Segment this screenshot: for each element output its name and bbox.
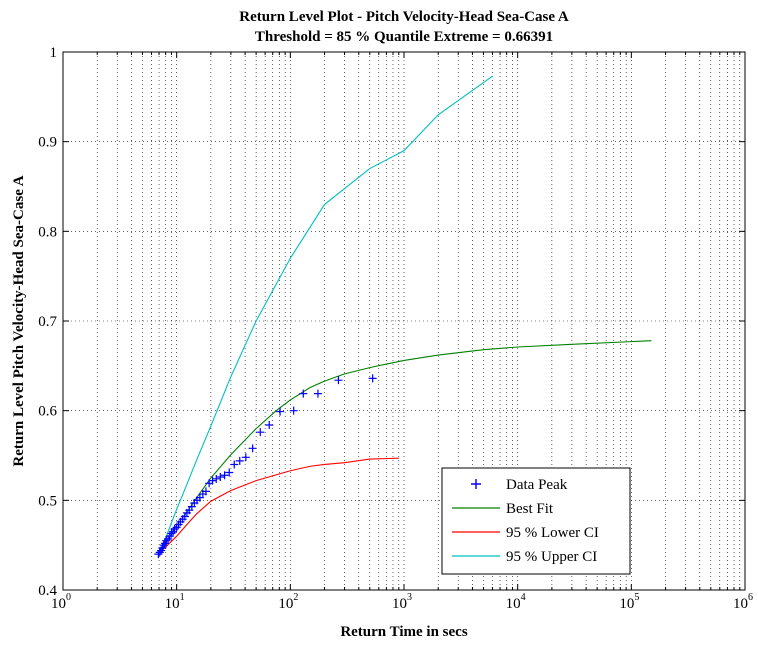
- data-peak-marker: [248, 444, 257, 453]
- 95-lower-ci-line: [157, 457, 399, 555]
- y-axis-ticks: 0.4 0.5 0.6 0.7 0.8 0.9 1: [38, 45, 745, 599]
- data-peak-marker: [162, 536, 171, 545]
- chart-title: Return Level Plot - Pitch Velocity-Head …: [239, 9, 569, 25]
- legend: Data Peak Best Fit 95 % Lower CI 95 % Upper…: [441, 467, 631, 575]
- 95-upper-ci-line: [157, 75, 493, 555]
- data-peak-marker: [201, 487, 210, 496]
- data-peak-marker: [313, 389, 322, 398]
- x-axis-ticks: 100 101 102 103 104 105 106: [51, 52, 753, 612]
- x-tick-label: 105: [619, 592, 639, 612]
- data-peak-legend-symbol: [471, 479, 481, 489]
- data-peak-marker: [170, 525, 179, 534]
- grid: [63, 52, 745, 590]
- x-tick-label: 103: [392, 592, 412, 612]
- 95-upper-ci-legend-label: 95 % Upper CI: [506, 549, 597, 565]
- data-peak-marker: [220, 471, 229, 480]
- y-tick-label: 0.4: [38, 583, 57, 599]
- data-peak-marker: [180, 512, 189, 521]
- data-peak-marker: [241, 453, 250, 462]
- y-tick-label: 0.9: [38, 135, 57, 151]
- data-peak-marker: [276, 407, 285, 416]
- data-peak-marker: [216, 473, 225, 482]
- y-tick-label: 0.5: [38, 493, 57, 509]
- y-tick-label: 0.7: [38, 314, 57, 330]
- data-peak-marker: [225, 468, 234, 477]
- data-peak-marker: [289, 406, 298, 415]
- x-tick-label: 101: [165, 592, 185, 612]
- data-peak-marker: [212, 474, 221, 483]
- y-tick-label: 1: [50, 45, 58, 61]
- data-peak-marker: [256, 428, 265, 437]
- x-tick-label: 106: [733, 592, 753, 612]
- x-tick-label: 104: [506, 592, 526, 612]
- data-peak-marker: [159, 541, 168, 550]
- y-tick-label: 0.6: [38, 404, 57, 420]
- chart-subtitle: Threshold = 85 % Quantile Extreme = 0.66…: [255, 29, 553, 45]
- data-peak-marker: [230, 460, 239, 469]
- data-peak-marker: [167, 529, 176, 538]
- data-peak-marker: [299, 389, 308, 398]
- 95-lower-ci-legend-label: 95 % Lower CI: [506, 525, 599, 541]
- data-peak-marker: [334, 376, 343, 385]
- data-peak-marker: [155, 548, 164, 557]
- x-tick-label: 100: [51, 592, 71, 612]
- data-peak-marker: [368, 374, 377, 383]
- series-layer: [154, 75, 652, 559]
- data-peak-marker: [235, 456, 244, 465]
- x-tick-label: 102: [278, 592, 298, 612]
- y-axis-label: Return Level Pitch Velocity-Head Sea-Cas…: [11, 175, 27, 466]
- data-peak-legend-label: Data Peak: [506, 477, 568, 493]
- y-tick-label: 0.8: [38, 224, 57, 240]
- best-fit-legend-label: Best Fit: [506, 501, 554, 517]
- data-peak-marker: [265, 421, 274, 430]
- data-peak-marker: [208, 476, 217, 485]
- x-axis-label: Return Time in secs: [340, 624, 468, 640]
